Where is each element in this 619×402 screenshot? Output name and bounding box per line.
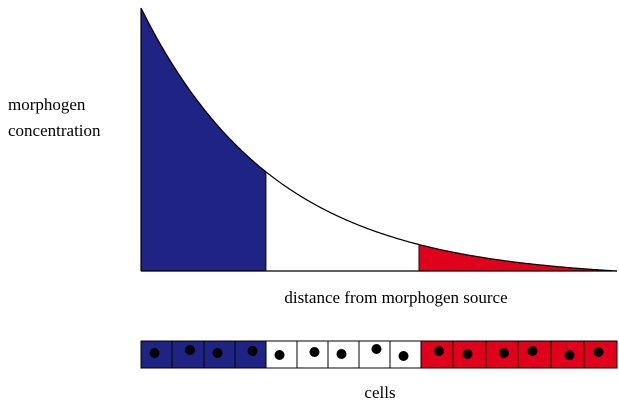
nucleus — [527, 346, 538, 356]
cells-label: cells — [364, 383, 395, 402]
nucleus — [274, 350, 285, 360]
nucleus — [462, 349, 473, 359]
region — [265, 171, 420, 272]
region — [140, 7, 267, 272]
y-axis-label: concentration — [8, 121, 101, 140]
cell-row — [140, 340, 618, 369]
nucleus — [149, 348, 160, 358]
nucleus — [212, 348, 223, 358]
region — [418, 244, 618, 272]
gradient-areas — [140, 7, 618, 272]
nucleus — [185, 345, 195, 355]
nucleus — [336, 349, 347, 359]
nucleus — [564, 350, 575, 360]
nucleus — [371, 344, 382, 354]
nucleus — [398, 351, 409, 361]
nucleus — [309, 347, 320, 357]
y-axis-label: morphogen — [8, 95, 86, 114]
x-axis-label: distance from morphogen source — [284, 288, 507, 307]
gradient-curve — [140, 7, 618, 272]
nucleus — [247, 346, 258, 356]
nucleus — [499, 348, 509, 358]
nucleus — [434, 346, 444, 356]
nucleus — [593, 347, 604, 357]
